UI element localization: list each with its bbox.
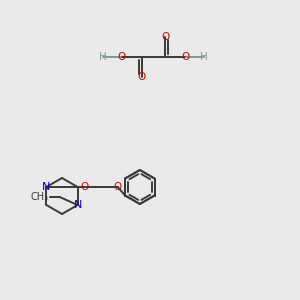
Text: O: O xyxy=(114,182,122,192)
Text: O: O xyxy=(182,52,190,62)
Text: O: O xyxy=(138,72,146,82)
Text: N: N xyxy=(74,200,82,210)
Text: O: O xyxy=(117,52,125,62)
Text: O: O xyxy=(80,182,88,192)
Text: N: N xyxy=(42,182,51,192)
Text: CH₃: CH₃ xyxy=(31,192,49,202)
Text: H: H xyxy=(200,52,208,62)
Text: H: H xyxy=(99,52,107,62)
Text: O: O xyxy=(161,32,169,42)
